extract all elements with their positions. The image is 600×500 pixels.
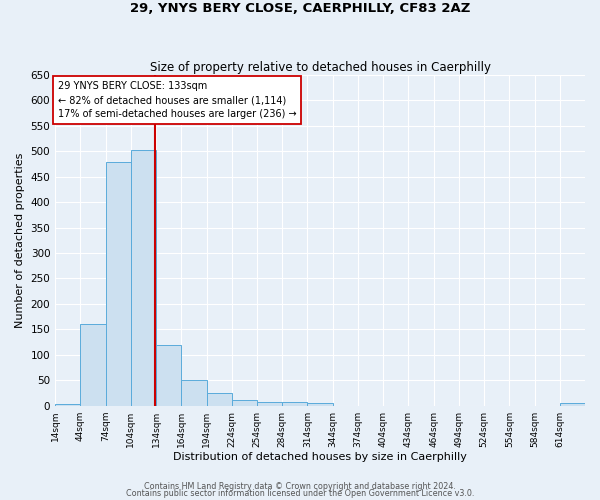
Bar: [156, 344, 181, 406]
Text: Contains public sector information licensed under the Open Government Licence v3: Contains public sector information licen…: [126, 489, 474, 498]
Title: Size of property relative to detached houses in Caerphilly: Size of property relative to detached ho…: [149, 60, 491, 74]
Bar: [131, 150, 156, 406]
Text: Contains HM Land Registry data © Crown copyright and database right 2024.: Contains HM Land Registry data © Crown c…: [144, 482, 456, 491]
Bar: [106, 162, 131, 406]
Text: 29 YNYS BERY CLOSE: 133sqm
← 82% of detached houses are smaller (1,114)
17% of s: 29 YNYS BERY CLOSE: 133sqm ← 82% of deta…: [58, 82, 296, 120]
Bar: [257, 402, 282, 406]
Bar: [282, 402, 307, 406]
Bar: [55, 404, 80, 406]
Bar: [307, 404, 332, 406]
Bar: [80, 324, 106, 406]
Bar: [206, 393, 232, 406]
Y-axis label: Number of detached properties: Number of detached properties: [15, 152, 25, 328]
Bar: [181, 380, 206, 406]
Bar: [560, 404, 585, 406]
Text: 29, YNYS BERY CLOSE, CAERPHILLY, CF83 2AZ: 29, YNYS BERY CLOSE, CAERPHILLY, CF83 2A…: [130, 2, 470, 16]
Bar: [232, 400, 257, 406]
X-axis label: Distribution of detached houses by size in Caerphilly: Distribution of detached houses by size …: [173, 452, 467, 462]
